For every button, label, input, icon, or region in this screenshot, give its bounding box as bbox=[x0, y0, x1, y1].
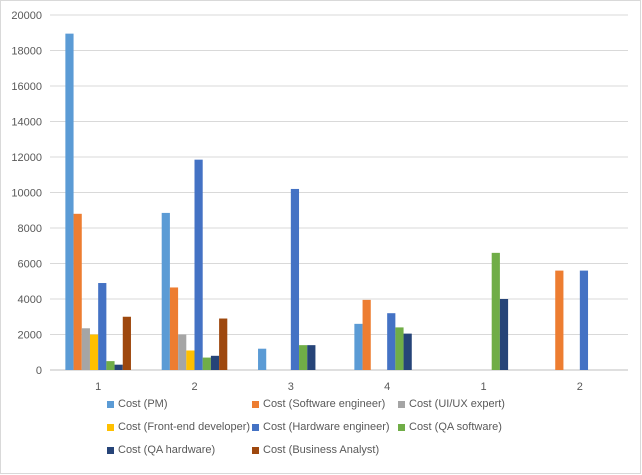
x-tick-label: 1 bbox=[95, 381, 101, 393]
y-tick-label: 8000 bbox=[18, 223, 42, 235]
y-axis-tick-labels: 0 2000 4000 6000 8000 10000 12000 14000 16000 180… bbox=[11, 10, 42, 377]
bar bbox=[395, 327, 404, 370]
bar bbox=[169, 287, 179, 370]
y-tick-label: 16000 bbox=[11, 81, 42, 93]
bar bbox=[354, 323, 363, 370]
bar bbox=[258, 348, 267, 370]
bar bbox=[194, 159, 203, 370]
y-tick-label: 2000 bbox=[18, 330, 42, 342]
bar bbox=[219, 318, 228, 370]
bar bbox=[98, 283, 107, 370]
bars bbox=[65, 33, 589, 370]
y-tick-label: 20000 bbox=[11, 10, 42, 22]
bar bbox=[161, 212, 170, 370]
bar bbox=[81, 328, 90, 370]
bar bbox=[210, 355, 220, 370]
bar bbox=[403, 333, 412, 370]
y-tick-label: 4000 bbox=[18, 294, 42, 306]
y-tick-label: 12000 bbox=[11, 152, 42, 164]
bar bbox=[65, 33, 74, 370]
y-tick-label: 10000 bbox=[11, 188, 42, 200]
bar bbox=[114, 364, 123, 370]
bar bbox=[362, 299, 371, 370]
x-tick-label: 2 bbox=[191, 381, 197, 393]
bar bbox=[579, 270, 589, 370]
bar bbox=[202, 357, 211, 370]
y-tick-label: 6000 bbox=[18, 259, 42, 271]
y-tick-label: 0 bbox=[36, 365, 42, 377]
y-tick-label: 14000 bbox=[11, 117, 42, 129]
bar bbox=[499, 299, 509, 370]
bar bbox=[178, 334, 187, 370]
bar bbox=[89, 334, 99, 370]
y-tick-label: 18000 bbox=[11, 46, 42, 58]
bar bbox=[186, 350, 195, 370]
bar bbox=[299, 345, 308, 370]
x-tick-label: 1 bbox=[480, 381, 486, 393]
gridlines bbox=[50, 14, 628, 371]
bar bbox=[73, 213, 82, 370]
x-tick-label: 4 bbox=[384, 381, 390, 393]
bar bbox=[122, 316, 131, 370]
x-tick-label: 3 bbox=[288, 381, 294, 393]
bar bbox=[106, 361, 115, 370]
bar bbox=[555, 270, 564, 370]
bar bbox=[491, 252, 500, 370]
bar bbox=[387, 313, 396, 370]
x-axis-tick-labels: 1 2 3 4 1 2 bbox=[95, 381, 583, 393]
bar bbox=[290, 188, 300, 370]
x-tick-label: 2 bbox=[577, 381, 583, 393]
bar bbox=[307, 345, 316, 370]
